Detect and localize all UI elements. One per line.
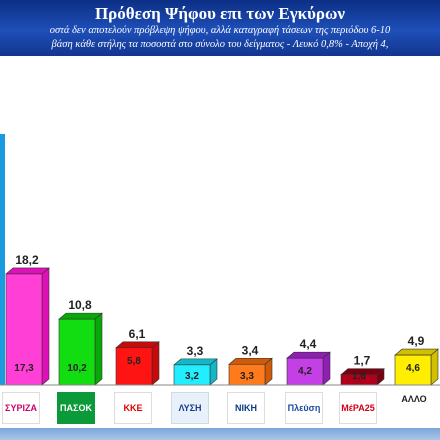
niki-logo-text: ΝΙΚΗ (235, 403, 257, 413)
plefsi-logo-text: Πλεύση (287, 403, 321, 413)
bar-inner-label-6: 4,2 (298, 366, 312, 377)
leading-bar-partial (0, 134, 5, 385)
bar-1 (5, 273, 43, 386)
niki-logo: ΝΙΚΗ (227, 392, 265, 424)
bar-2 (58, 318, 96, 386)
pasok-logo-text: ΠΑΣΟΚ (60, 403, 92, 413)
plefsi-logo: Πλεύση (285, 392, 323, 424)
bar-side-2 (94, 312, 103, 386)
bar-value-label-2: 10,8 (68, 298, 92, 312)
syriza-logo: ΣΥΡΙΖΑ (2, 392, 40, 424)
bar-chart: 18,2 17,3 10,8 10,2 6,1 5,8 3,3 3,2 3,4 3,3 4,4 4,2… (0, 134, 440, 386)
bar-inner-label-1: 17,3 (14, 363, 34, 374)
chart-header: Πρόθεση Ψήφου επι των Εγκύρων οστά δεν α… (0, 0, 440, 56)
party-logo-row: ΣΥΡΙΖΑ ΠΑΣΟΚ ΚΚΕ ΛΥΣΗ ΝΙΚΗ Πλεύση ΜέΡΑ25 ΑΛΛΟ (0, 392, 440, 426)
bar-side-1 (41, 267, 50, 386)
mera25-logo: ΜέΡΑ25 (339, 392, 377, 424)
elliniki-lysi-logo: ΛΥΣΗ (171, 392, 209, 424)
elliniki-lysi-logo-text: ΛΥΣΗ (178, 403, 202, 413)
bar-value-label-8: 4,9 (408, 334, 425, 348)
bar-top-2 (58, 312, 103, 320)
bar-value-label-5: 3,4 (242, 343, 259, 357)
bar-top-8 (394, 348, 439, 356)
bar-inner-label-4: 3,2 (185, 371, 199, 382)
mera25-logo-text: ΜέΡΑ25 (341, 403, 375, 413)
bar-value-label-4: 3,3 (187, 344, 204, 358)
kke-logo-text: ΚΚΕ (123, 403, 143, 413)
bar-top-1 (5, 267, 50, 275)
bar-side-3 (151, 341, 160, 386)
chart-subtitle-line-1: οστά δεν αποτελούν πρόβλεψη ψήφου, αλλά … (49, 25, 391, 36)
chart-subtitle-line-2: βάση κάθε στήλης τα ποσοστά στο σύνολο τ… (51, 39, 389, 50)
bottom-strip (0, 428, 440, 440)
bar-value-label-1: 18,2 (15, 253, 39, 267)
bar-inner-label-7: 1,6 (352, 371, 366, 382)
bar-value-label-3: 6,1 (129, 327, 146, 341)
bar-inner-label-8: 4,6 (406, 363, 420, 374)
bar-inner-label-2: 10,2 (67, 363, 87, 374)
bar-top-5 (228, 357, 273, 365)
bar-6 (286, 357, 324, 386)
bar-top-4 (173, 358, 218, 366)
pasok-logo: ΠΑΣΟΚ (57, 392, 95, 424)
chart-title: Πρόθεση Ψήφου επι των Εγκύρων (94, 4, 346, 23)
bar-inner-label-3: 5,8 (127, 356, 141, 367)
allo-label: ΑΛΛΟ (392, 392, 436, 424)
syriza-logo-text: ΣΥΡΙΖΑ (5, 403, 37, 413)
bar-value-label-6: 4,4 (300, 337, 317, 351)
bar-top-3 (115, 341, 160, 349)
bar-inner-label-5: 3,3 (240, 371, 254, 382)
bar-top-6 (286, 351, 331, 359)
kke-logo: ΚΚΕ (114, 392, 152, 424)
allo-label-text: ΑΛΛΟ (401, 394, 427, 404)
bar-8 (394, 354, 432, 386)
bar-value-label-7: 1,7 (354, 354, 371, 368)
